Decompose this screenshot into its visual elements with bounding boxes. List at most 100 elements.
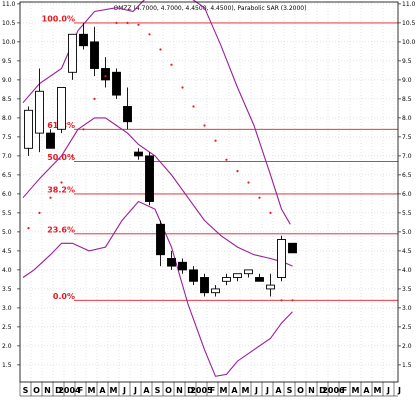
candle-body — [156, 223, 165, 256]
candle — [123, 87, 132, 130]
plot-frame — [19, 1, 399, 383]
psar-dot — [159, 48, 162, 51]
candle — [57, 87, 66, 134]
x-tick-label: F — [78, 386, 83, 395]
y-tick-label-right: 8.0 — [402, 115, 412, 122]
x-tick-label: S — [155, 386, 161, 395]
candle-body — [68, 33, 77, 73]
y-tick-label-left: 11.0 — [2, 1, 16, 8]
x-tick-label: D — [55, 386, 62, 395]
x-tick-label: M — [220, 386, 228, 395]
candle — [233, 273, 242, 282]
candle-body — [288, 242, 297, 254]
psar-dot — [38, 211, 41, 214]
psar-dot — [115, 21, 118, 24]
candle — [167, 250, 176, 270]
candle-layer — [24, 22, 297, 297]
fib-label: 38.2% — [47, 185, 75, 194]
x-tick-label: M — [88, 386, 96, 395]
candle-body — [112, 71, 121, 96]
psar-dot — [280, 299, 283, 302]
psar-dot — [148, 33, 151, 36]
candle — [222, 273, 231, 286]
x-tick-label: N — [176, 386, 183, 395]
candle-body — [123, 106, 132, 123]
y-tick-label-right: 4.5 — [402, 248, 412, 255]
x-tick-label: J — [133, 386, 137, 395]
candle-body — [79, 33, 88, 47]
x-tick-label: 2004 — [58, 386, 81, 395]
x-tick-label: 2005 — [190, 386, 213, 395]
psar-dot — [181, 86, 184, 89]
psar-dot — [225, 158, 228, 161]
y-tick-label-left: 9.0 — [2, 77, 12, 84]
candle-body — [24, 109, 33, 149]
y-tick-label-left: 10.5 — [2, 20, 16, 27]
y-tick-label-left: 5.5 — [2, 210, 12, 217]
candle — [145, 152, 154, 206]
x-tick-label: A — [363, 386, 370, 395]
y-tick-label-right: 1.5 — [402, 362, 412, 369]
y-tick-label-left: 8.0 — [2, 115, 12, 122]
x-tick-label: A — [275, 386, 282, 395]
y-tick-label-left: 3.5 — [2, 286, 12, 293]
candle-body — [57, 87, 66, 130]
psar-dot — [82, 128, 85, 131]
candle-body — [145, 155, 154, 202]
y-tick-label-left: 1.5 — [2, 362, 12, 369]
candle-body — [266, 284, 275, 290]
x-tick-label: O — [297, 386, 304, 395]
x-tick-label: M — [374, 386, 382, 395]
candle-body — [200, 277, 209, 294]
candle — [68, 33, 77, 80]
fib-label: 100.0% — [42, 14, 75, 23]
candle — [244, 269, 253, 278]
fib-label: 50.0% — [47, 153, 75, 162]
y-tick-label-left: 10.0 — [2, 39, 16, 46]
x-tick-label: N — [44, 386, 51, 395]
x-tick-label: A — [99, 386, 106, 395]
candle-body — [222, 277, 231, 282]
x-tick-label: J — [397, 386, 401, 395]
candle — [156, 220, 165, 267]
x-tick-label: M — [242, 386, 250, 395]
y-tick-label-right: 2.5 — [402, 324, 412, 331]
x-tick-label: S — [287, 386, 293, 395]
candle — [288, 242, 297, 254]
axis-layer: 1.5 1.5 2.0 2.0 2.5 2.5 3.0 3.0 3.5 3.5 4.0 4.0 4.5 4… — [2, 1, 416, 397]
y-tick-label-left: 2.0 — [2, 343, 12, 350]
psar-dot — [192, 105, 195, 108]
grid-layer — [19, 2, 398, 382]
candle — [90, 26, 99, 77]
band-middle-line — [22, 117, 293, 267]
fib-label: 23.6% — [47, 225, 75, 234]
candle — [79, 22, 88, 50]
psar-dot — [137, 23, 140, 26]
candle — [35, 68, 44, 153]
psar-dot — [258, 196, 261, 199]
y-tick-label-left: 8.5 — [2, 96, 12, 103]
psar-dot — [170, 63, 173, 66]
x-tick-label: D — [319, 386, 326, 395]
psar-dot — [247, 181, 250, 184]
y-tick-label-right: 11.0 — [402, 1, 416, 8]
candle — [112, 68, 121, 99]
chart-title: OMZZ (4.7000, 4.7000, 4.4500, 4.4500), P… — [114, 5, 307, 12]
candle-body — [46, 132, 55, 149]
x-tick-label: J — [386, 386, 390, 395]
y-tick-label-right: 3.5 — [402, 286, 412, 293]
candle-body — [244, 269, 253, 275]
candle — [211, 285, 220, 297]
x-tick-label: O — [33, 386, 40, 395]
x-tick-label: D — [187, 386, 194, 395]
candle — [189, 266, 198, 286]
y-tick-label-right: 3.0 — [402, 305, 412, 312]
y-tick-label-left: 6.0 — [2, 191, 12, 198]
candle — [266, 273, 275, 297]
psar-dot — [60, 181, 63, 184]
psar-dot — [203, 124, 206, 127]
x-tick-label: J — [265, 386, 269, 395]
candle-body — [233, 273, 242, 278]
y-tick-label-left: 3.0 — [2, 305, 12, 312]
